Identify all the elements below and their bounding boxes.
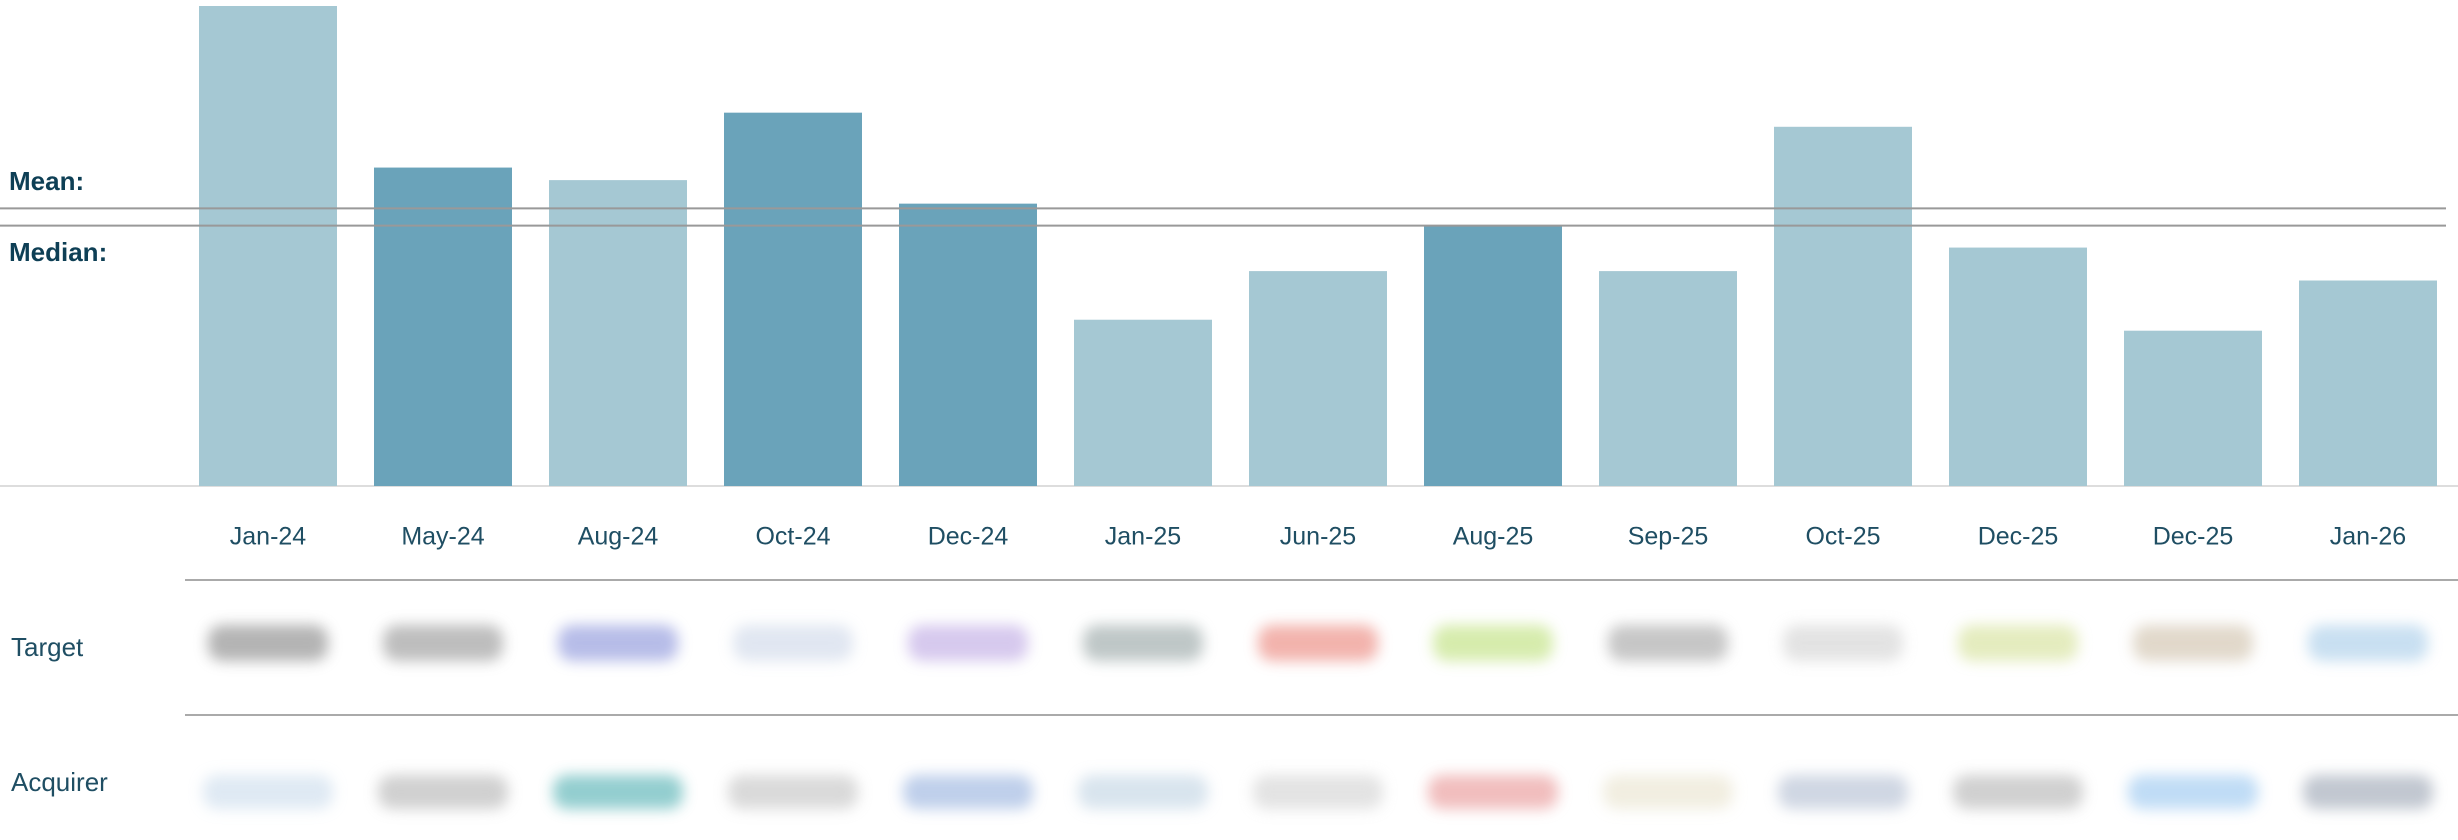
bar [2124,330,2262,486]
target-logo [733,625,853,661]
target-logo [1258,625,1378,661]
bar [1774,126,1912,487]
x-tick-label: Dec-24 [928,523,1009,551]
acquirer-logo [2303,775,2433,809]
target-logo [558,625,678,661]
x-tick-label: Jun-25 [1280,523,1356,551]
bar [1424,225,1562,486]
bar [374,167,512,486]
acquirer-logo [1078,775,1208,809]
row-label: Target [11,632,84,662]
target-logo [908,625,1028,661]
target-logo [2308,625,2428,661]
x-tick-label: Oct-25 [1805,523,1880,551]
acquirer-logo [203,775,333,809]
acquirer-logo [2128,775,2258,809]
target-logo [1433,625,1553,661]
row-label: Acquirer [11,767,108,797]
x-tick-label: Aug-25 [1453,523,1534,551]
acquirer-logo [1428,775,1558,809]
mean-label: Mean: [9,166,84,196]
acquirer-logo [903,775,1033,809]
bar [2299,280,2437,486]
x-tick-label: May-24 [401,523,484,551]
acquirer-logo [378,775,508,809]
x-tick-label: Sep-25 [1628,523,1709,551]
acquirer-logo [1603,775,1733,809]
target-logo [208,625,328,661]
x-tick-label: Jan-26 [2330,523,2406,551]
target-logo [1083,625,1203,661]
bar [549,180,687,486]
x-tick-label: Jan-25 [1105,523,1181,551]
x-tick-label: Oct-24 [755,523,830,551]
bar [724,112,862,487]
target-logo [1958,625,2078,661]
acquirer-logo [728,775,858,809]
target-logo [1608,625,1728,661]
target-logo [2133,625,2253,661]
bar [899,203,1037,486]
target-logo [1783,625,1903,661]
target-logo [383,625,503,661]
bar [1249,271,1387,486]
bar [1074,319,1212,486]
x-tick-label: Aug-24 [578,523,659,551]
x-tick-label: Jan-24 [230,523,307,551]
bar [1949,247,2087,486]
acquirer-logo [553,775,683,809]
acquirer-logo [1953,775,2083,809]
acquirer-logo [1253,775,1383,809]
bar [199,6,337,486]
x-tick-label: Dec-25 [2153,523,2234,551]
median-label: Median: [9,237,107,267]
x-tick-label: Dec-25 [1978,523,2059,551]
acquirer-logo [1778,775,1908,809]
bar [1599,271,1737,486]
